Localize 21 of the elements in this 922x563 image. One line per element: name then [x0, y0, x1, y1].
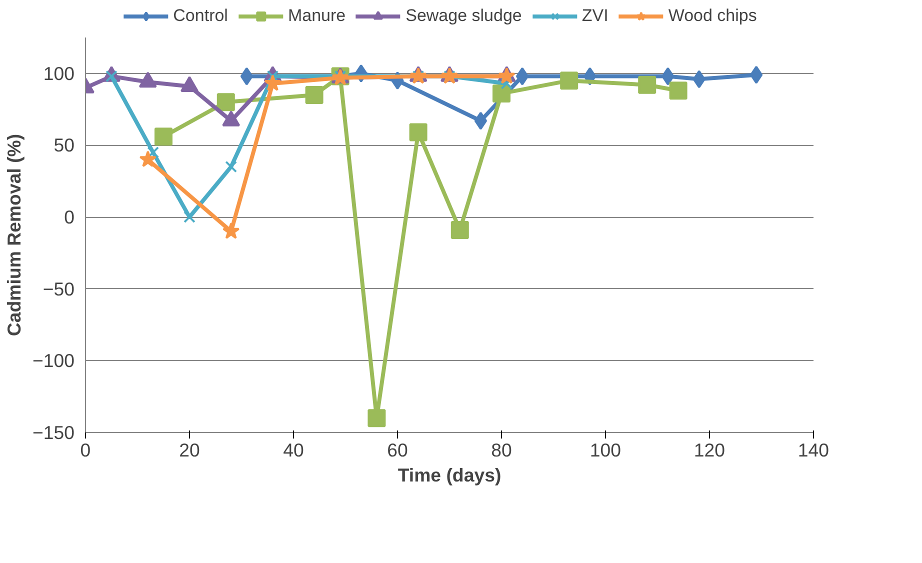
x-tick-label: 20	[179, 440, 200, 460]
x-tick-label: 60	[387, 440, 408, 460]
x-tick-label: 80	[491, 440, 512, 460]
legend-label: ZVI	[582, 6, 608, 26]
y-tick-label: −150	[32, 422, 75, 443]
x-tick-label: 120	[694, 440, 726, 460]
x-tick-label: 100	[590, 440, 622, 460]
x-axis-title: Time (days)	[398, 464, 502, 486]
y-tick-label: −100	[32, 350, 75, 372]
legend-label: Control	[173, 6, 228, 26]
x-tick-label: 140	[798, 440, 830, 460]
y-tick-label: 100	[43, 62, 75, 84]
y-tick-label: 0	[64, 206, 75, 228]
legend-label: Wood chips	[668, 6, 757, 26]
y-axis-title: Cadmium Removal (%)	[3, 134, 24, 336]
legend-label: Manure	[288, 6, 346, 26]
x-tick-label: 0	[80, 440, 91, 460]
legend-label: Sewage sludge	[406, 6, 522, 26]
x-tick-label: 40	[283, 440, 304, 460]
y-tick-label: 50	[54, 134, 75, 156]
y-tick-label: −50	[42, 278, 75, 300]
